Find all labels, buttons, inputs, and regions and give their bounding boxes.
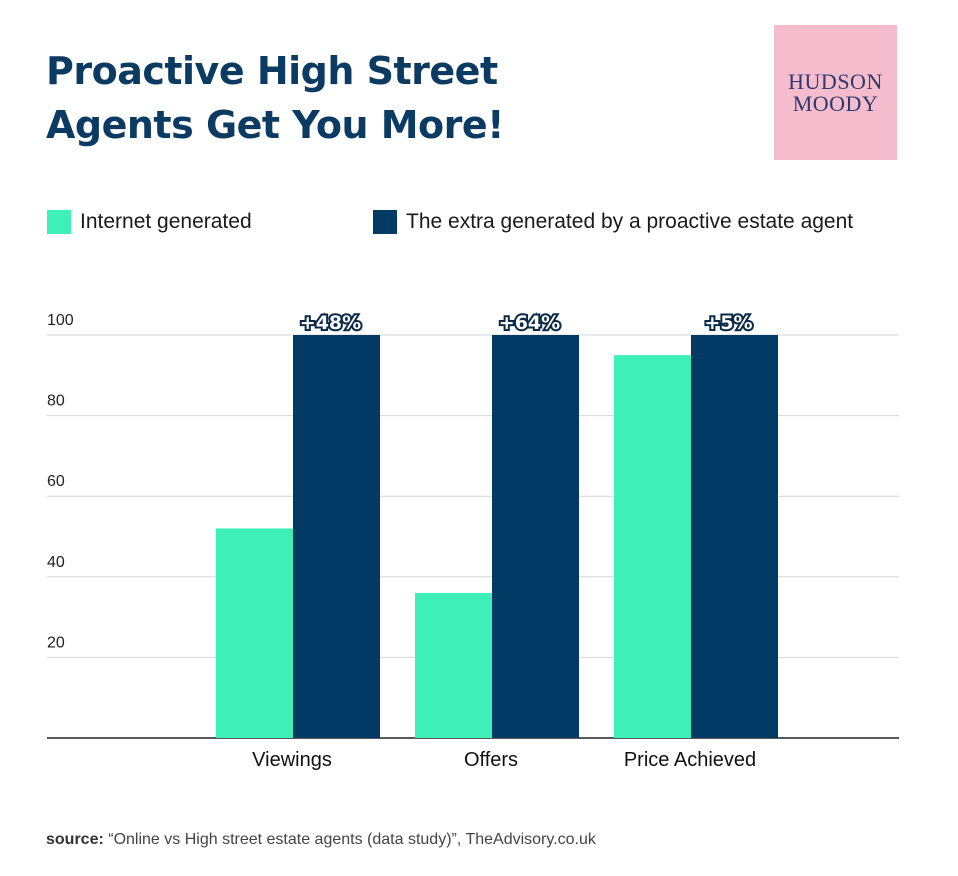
bar-internet-offers	[415, 592, 492, 738]
bar-proactive-offers	[492, 335, 579, 738]
bar-internet-viewings	[216, 528, 293, 738]
data-label-price-achieved: +5%	[704, 312, 752, 334]
y-tick-label-100: 100	[47, 312, 74, 329]
hudson-moody-logo: HUDSON MOODY	[774, 25, 897, 160]
bars	[216, 335, 778, 738]
y-tick-label-80: 80	[47, 393, 65, 410]
y-tick-label-60: 60	[47, 473, 65, 490]
legend-swatch-internet	[47, 210, 71, 234]
source-text: “Online vs High street estate agents (da…	[103, 831, 596, 848]
legend-item-internet: Internet generated	[47, 207, 252, 237]
title-line-1: Proactive High Street	[46, 49, 498, 93]
logo-line-1: HUDSON	[788, 68, 883, 94]
bar-proactive-price-achieved	[691, 335, 778, 738]
bar-proactive-viewings	[293, 335, 380, 738]
source-prefix: source:	[46, 831, 104, 848]
y-tick-label-40: 40	[47, 554, 65, 571]
title-line-2: Agents Get You More!	[46, 103, 505, 147]
data-label-offers: +64%	[499, 312, 560, 334]
legend-swatch-proactive	[373, 210, 397, 234]
labels: 20 40 60 80 100 +48% Viewings +64% Offers +5% Pric…	[47, 310, 756, 771]
legend-label-proactive: The extra generated by a proactive estat…	[406, 210, 854, 233]
y-tick-label-20: 20	[47, 634, 65, 651]
x-category-label-viewings: Viewings	[252, 749, 332, 771]
x-category-label-price-achieved: Price Achieved	[624, 749, 756, 771]
bar-internet-price-achieved	[614, 355, 691, 738]
data-label-viewings: +48%	[300, 312, 361, 334]
chart-title: Proactive High Street Agents Get You Mor…	[46, 44, 606, 152]
x-category-label-offers: Offers	[464, 749, 518, 771]
logo-line-2: MOODY	[792, 90, 879, 116]
legend-item-proactive: The extra generated by a proactive estat…	[373, 207, 853, 237]
source-note: source: “Online vs High street estate ag…	[46, 831, 596, 849]
legend-label-internet: Internet generated	[80, 210, 252, 233]
